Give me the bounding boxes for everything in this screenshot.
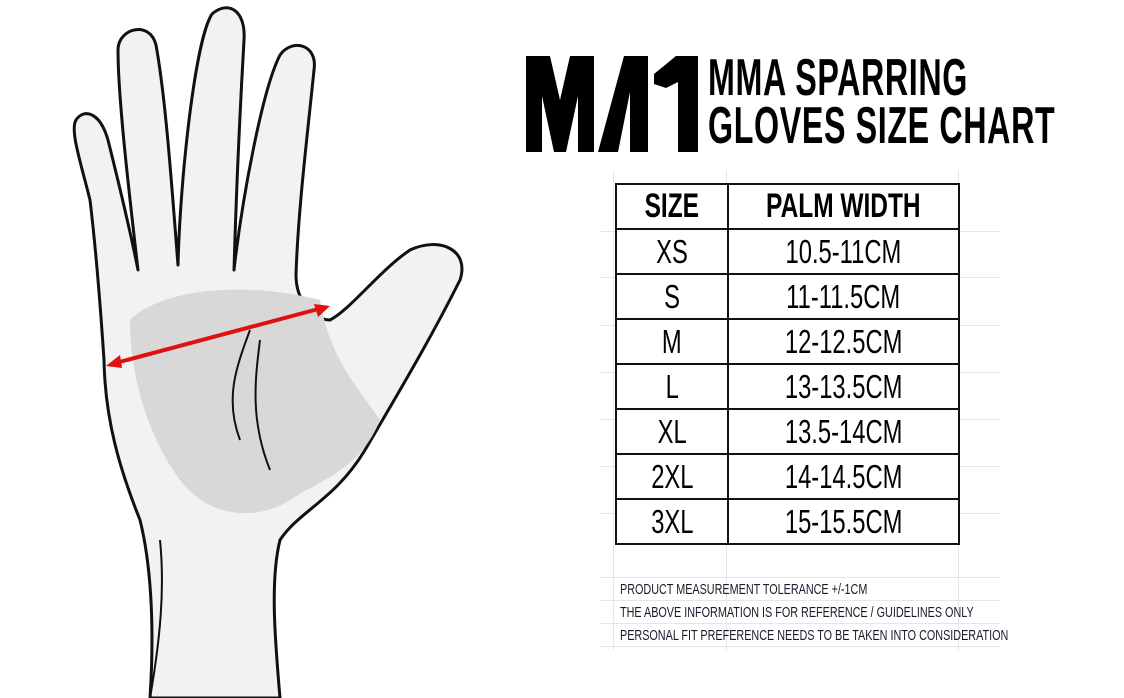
palm-width-cell: 13-13.5CM [784,367,903,405]
size-cell: M [662,322,682,360]
table-row: L 13-13.5CM [615,363,960,410]
palm-line [231,329,251,441]
size-cell: 3XL [650,502,694,540]
header-size: SIZE [644,187,700,225]
note-fit: PERSONAL FIT PREFERENCE NEEDS TO BE TAKE… [620,627,1009,644]
palm-width-cell: 15-15.5CM [784,502,903,540]
wrist-line [149,539,163,698]
header-palm-width: PALM WIDTH [766,187,921,225]
palm-width-cell: 13.5-14CM [784,412,903,450]
palm-width-cell: 14-14.5CM [784,457,903,495]
size-cell: XL [657,412,687,450]
size-cell: 2XL [650,457,694,495]
hand-illustration [72,6,464,698]
notes: PRODUCT MEASUREMENT TOLERANCE +/-1CM THE… [620,579,1124,648]
palm-line [254,339,271,471]
palm-width-cell: 12-12.5CM [784,322,903,360]
palm-width-cell: 10.5-11CM [785,232,902,270]
note-tolerance: PRODUCT MEASUREMENT TOLERANCE +/-1CM [620,581,868,598]
table-row: 3XL 15-15.5CM [615,498,960,545]
table-header-row: SIZE PALM WIDTH [615,183,960,230]
title-line-2: GLOVES SIZE CHART [708,97,1056,155]
table-row: M 12-12.5CM [615,318,960,365]
measure-arrow [106,304,330,368]
table-row: XL 13.5-14CM [615,408,960,455]
note-reference: THE ABOVE INFORMATION IS FOR REFERENCE /… [620,604,974,621]
ma1-logo [526,56,698,152]
size-table: SIZE PALM WIDTH XS 10.5-11CM S 11-11.5CM M… [615,183,960,545]
table-row: XS 10.5-11CM [615,228,960,275]
size-cell: L [665,367,679,405]
table-row: 2XL 14-14.5CM [615,453,960,500]
palm-width-cell: 11-11.5CM [786,277,901,315]
title-line-1: MMA SPARRING [708,49,968,107]
size-cell: XS [656,232,688,270]
size-cell: S [664,277,680,315]
table-row: S 11-11.5CM [615,273,960,320]
